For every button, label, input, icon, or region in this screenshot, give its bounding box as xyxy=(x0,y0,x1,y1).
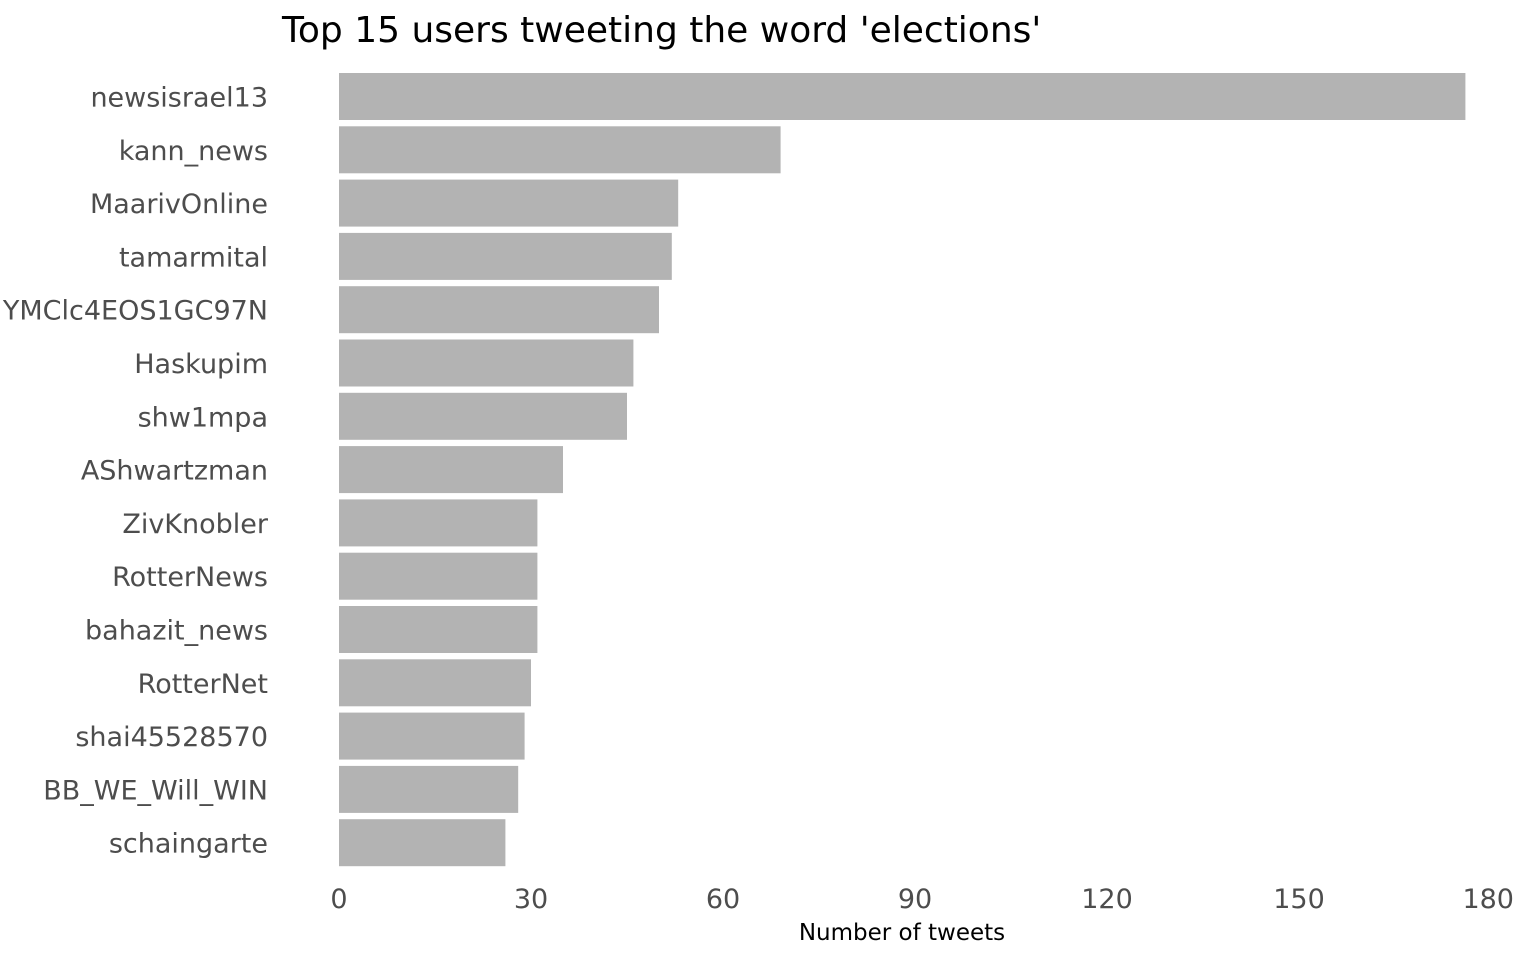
category-label: ZivKnobler xyxy=(122,509,269,540)
category-label: MaarivOnline xyxy=(90,189,268,220)
x-tick-label: 120 xyxy=(1081,884,1133,915)
category-label: schaingarte xyxy=(109,829,268,860)
category-label: AShwartzman xyxy=(81,456,268,487)
category-label: RotterNet xyxy=(138,669,268,700)
x-tick-labels-group: 0 30 60 90 120 150 180 xyxy=(330,884,1514,915)
category-label: kann_news xyxy=(119,136,268,167)
bar-shai45528570 xyxy=(339,712,525,760)
category-labels-group: newsisrael13 kann_news MaarivOnline tamarmi… xyxy=(2,83,269,860)
category-label: YMClc4EOS1GC97N xyxy=(2,296,268,327)
x-tick-label: 180 xyxy=(1462,884,1514,915)
bar-MaarivOnline xyxy=(339,179,679,227)
bar-schaingarte xyxy=(339,819,506,867)
bar-newsisrael13 xyxy=(339,73,1466,120)
category-label: bahazit_news xyxy=(85,616,268,647)
bar-RotterNews xyxy=(339,552,538,600)
bar-kann_news xyxy=(339,126,781,174)
category-label: shai45528570 xyxy=(75,722,268,753)
x-tick-label: 90 xyxy=(898,884,932,915)
category-label: RotterNews xyxy=(112,562,268,593)
category-label: newsisrael13 xyxy=(90,83,268,114)
bar-AShwartzman xyxy=(339,446,563,494)
x-tick-label: 30 xyxy=(514,884,548,915)
bar-shw1mpa xyxy=(339,392,627,440)
x-axis-title: Number of tweets xyxy=(799,920,1005,946)
bar-ZivKnobler xyxy=(339,499,538,547)
bar-tamarmital xyxy=(339,232,672,280)
category-label: Haskupim xyxy=(134,349,268,380)
bar-YMClc4EOS1GC97N xyxy=(339,286,659,334)
chart-title: Top 15 users tweeting the word 'election… xyxy=(281,10,1041,51)
bar-BB_WE_Will_WIN xyxy=(339,765,519,813)
bars-group xyxy=(339,73,1466,867)
x-tick-label: 60 xyxy=(706,884,740,915)
bar-bahazit_news xyxy=(339,606,538,653)
bar-Haskupim xyxy=(339,339,634,387)
category-label: BB_WE_Will_WIN xyxy=(43,775,268,806)
bar-RotterNet xyxy=(339,659,531,707)
x-tick-label: 150 xyxy=(1273,884,1325,915)
category-label: shw1mpa xyxy=(138,402,268,433)
category-label: tamarmital xyxy=(119,242,268,273)
x-tick-label: 0 xyxy=(330,884,347,915)
